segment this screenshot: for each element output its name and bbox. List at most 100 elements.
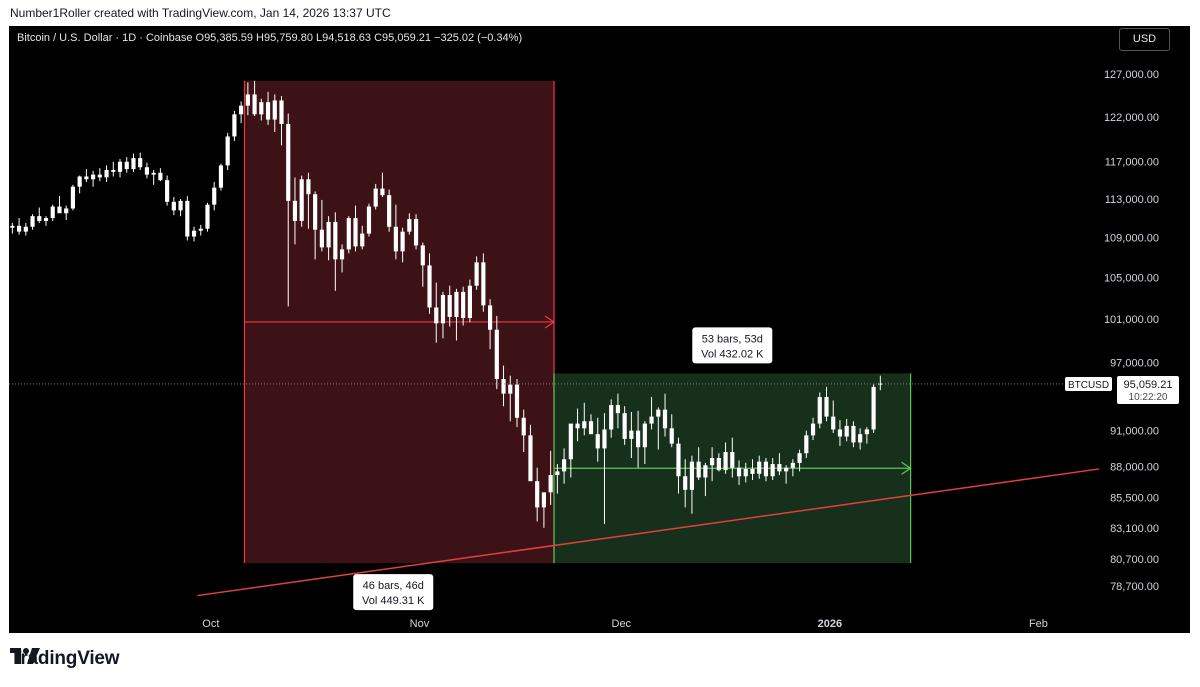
candle (171, 197, 176, 216)
footer-logo[interactable]: TradingView (10, 648, 120, 670)
price-tick-label: 105,000.00 (1104, 273, 1159, 285)
candle-body (555, 471, 560, 476)
candle-body (831, 416, 836, 430)
candle-body (858, 434, 863, 443)
candle-body (185, 200, 190, 237)
candle (582, 402, 587, 436)
candle (212, 182, 217, 211)
candle-body (878, 383, 883, 385)
chart-attribution: Number1Roller created with TradingView.c… (10, 6, 391, 20)
time-axis: Oct Nov Dec 2026 Feb (202, 618, 1048, 630)
candle (151, 170, 156, 185)
candle-body (777, 464, 782, 472)
candle (373, 183, 378, 210)
candle (501, 365, 506, 407)
time-tick-label: Dec (612, 618, 632, 630)
candle (750, 459, 755, 480)
candle (481, 253, 486, 312)
candle (131, 153, 136, 172)
candle (299, 175, 304, 227)
candle (292, 177, 298, 245)
candle-body (333, 221, 338, 260)
candle-body (481, 262, 486, 306)
candle (434, 282, 439, 343)
candle-body (487, 305, 493, 330)
price-tick-label: 88,000.00 (1110, 461, 1159, 473)
candle-body (360, 233, 365, 247)
candle (259, 98, 264, 121)
green-measure-vol-label: Vol 432.02 K (701, 348, 764, 360)
candle (440, 291, 446, 339)
candle-body (23, 226, 28, 232)
price-tick-label: 117,000.00 (1105, 157, 1159, 169)
candle (784, 465, 789, 484)
red-measure-label: 46 bars, 46d Vol 449.31 K (353, 574, 434, 611)
candle-body (124, 161, 129, 170)
candle-body (144, 167, 150, 175)
candle-body (225, 136, 230, 166)
symbol-tag-box (1065, 376, 1112, 391)
candle (588, 414, 594, 435)
price-tick-label: 113,000.00 (1105, 194, 1159, 206)
green-measure-label-box (692, 327, 773, 364)
candle-body (339, 249, 345, 260)
candle (326, 216, 331, 261)
candle (535, 467, 540, 522)
candle-body (319, 229, 324, 248)
candle-body (804, 435, 809, 454)
candle-body (387, 195, 392, 227)
candle-body (730, 452, 735, 468)
candle (696, 447, 701, 480)
candle-body (366, 206, 372, 234)
time-tick-label: Oct (202, 618, 219, 630)
candle (245, 82, 250, 116)
candle-body (373, 188, 378, 207)
candle-body (535, 481, 540, 508)
candle (144, 162, 150, 179)
candle-body (353, 218, 358, 247)
price-tick-label: 101,000.00 (1104, 314, 1159, 326)
candle-body (501, 378, 506, 394)
candle (17, 218, 22, 235)
candle (609, 399, 614, 438)
time-tick-label: 2026 (818, 618, 842, 630)
candle-body (568, 423, 573, 460)
candle (346, 216, 351, 254)
candle (562, 448, 567, 484)
candle (447, 285, 452, 327)
candle (313, 191, 318, 260)
candle (541, 492, 546, 528)
candle (10, 222, 15, 234)
candle-body (797, 453, 802, 463)
candle-body (272, 100, 277, 120)
candle (528, 424, 533, 482)
candle-body (447, 294, 452, 317)
candle-body (703, 465, 708, 478)
candle-body (427, 265, 432, 308)
price-tick-label: 83,100.00 (1110, 523, 1159, 535)
candle (568, 423, 573, 478)
candle (306, 172, 311, 229)
candle-body (10, 225, 15, 228)
candle (158, 168, 163, 182)
candle (23, 222, 28, 236)
candle (387, 189, 392, 232)
candle (817, 392, 822, 429)
candle (77, 175, 82, 194)
candle (683, 459, 688, 508)
candle-body (844, 425, 849, 437)
candle-body (609, 405, 614, 430)
price-chart[interactable]: 46 bars, 46d Vol 449.31 K 53 bars, 53d Vol … (9, 26, 1190, 633)
candle (218, 163, 224, 191)
currency-button[interactable]: USD (1119, 28, 1170, 51)
candle-body (104, 170, 109, 178)
candle-body (171, 201, 176, 211)
candle (91, 170, 96, 187)
candle-body (528, 435, 533, 482)
candle (871, 383, 876, 433)
candle-body (131, 158, 136, 170)
candle (703, 462, 708, 497)
chart-panel[interactable]: 46 bars, 46d Vol 449.31 K 53 bars, 53d Vol … (9, 26, 1190, 633)
candle (743, 462, 748, 483)
candle (265, 91, 271, 125)
